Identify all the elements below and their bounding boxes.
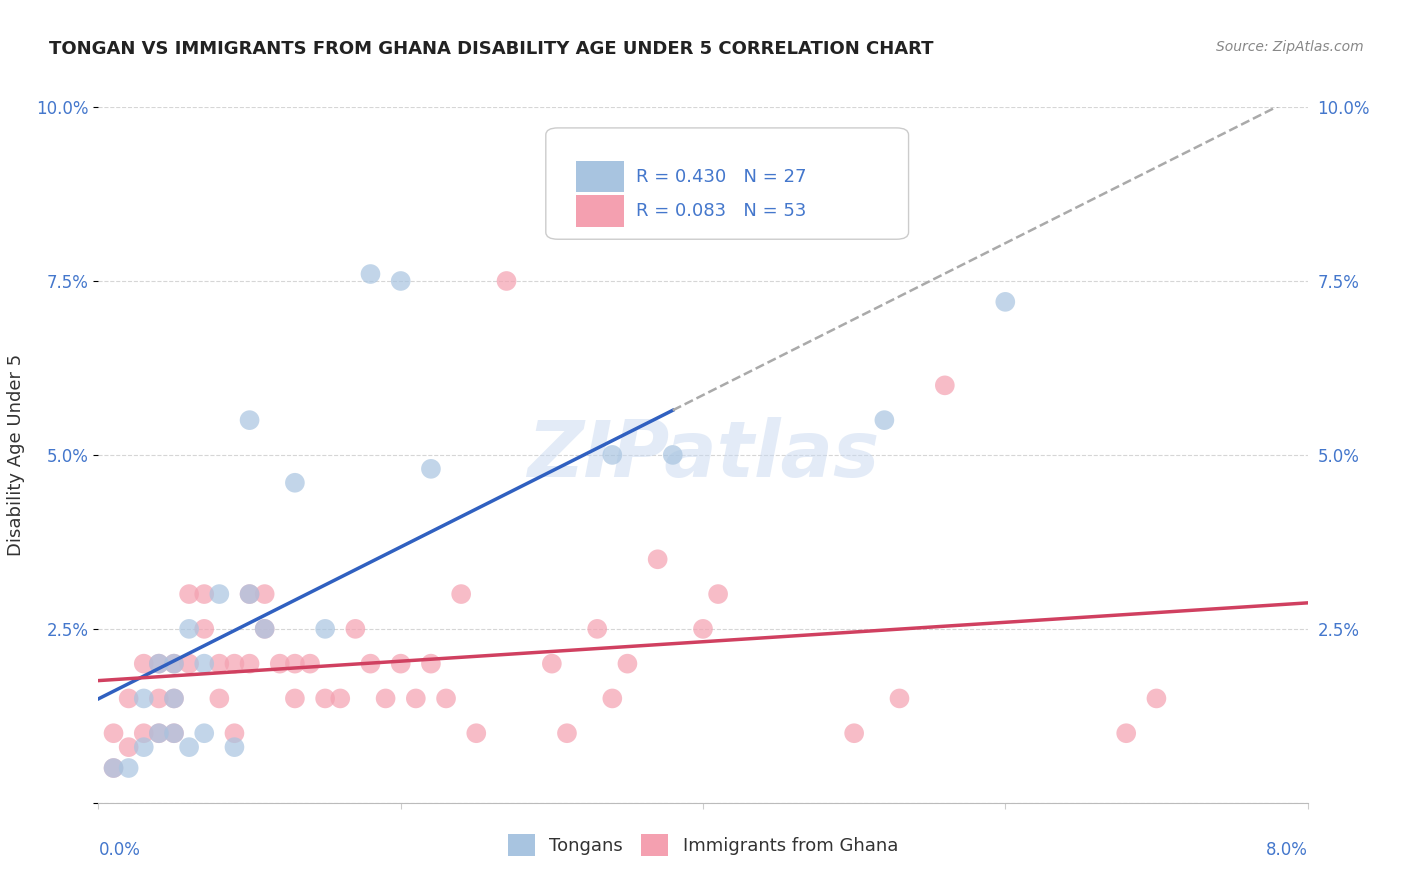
Point: [148, 657, 170, 671]
Point: [239, 413, 262, 427]
FancyBboxPatch shape: [576, 161, 624, 193]
Point: [555, 726, 578, 740]
Point: [132, 740, 155, 755]
Point: [132, 657, 155, 671]
Point: [329, 691, 352, 706]
Point: [389, 274, 412, 288]
Point: [179, 740, 201, 755]
Point: [389, 657, 412, 671]
Point: [873, 413, 896, 427]
Point: [299, 657, 322, 671]
Point: [269, 657, 291, 671]
Point: [163, 726, 186, 740]
Point: [193, 587, 215, 601]
Point: [284, 475, 307, 490]
Point: [420, 657, 443, 671]
Point: [934, 378, 956, 392]
Point: [405, 691, 427, 706]
Point: [434, 691, 457, 706]
Point: [103, 726, 125, 740]
Point: [602, 691, 624, 706]
Text: 8.0%: 8.0%: [1265, 841, 1308, 859]
Legend: Tongans, Immigrants from Ghana: Tongans, Immigrants from Ghana: [501, 827, 905, 863]
Point: [540, 657, 562, 671]
Point: [1146, 691, 1168, 706]
Point: [103, 761, 125, 775]
Point: [1115, 726, 1137, 740]
Point: [148, 691, 170, 706]
Point: [193, 657, 215, 671]
Point: [994, 294, 1017, 309]
Point: [465, 726, 488, 740]
Point: [163, 691, 186, 706]
Point: [163, 726, 186, 740]
Point: [602, 448, 624, 462]
Point: [360, 657, 382, 671]
Point: [239, 587, 262, 601]
Text: Source: ZipAtlas.com: Source: ZipAtlas.com: [1216, 40, 1364, 54]
Point: [193, 622, 215, 636]
Point: [208, 691, 231, 706]
Text: R = 0.430   N = 27: R = 0.430 N = 27: [637, 168, 807, 186]
Point: [647, 552, 669, 566]
Point: [889, 691, 911, 706]
Point: [118, 761, 141, 775]
Point: [193, 726, 215, 740]
Point: [224, 657, 246, 671]
Point: [495, 274, 517, 288]
Point: [253, 587, 276, 601]
Point: [132, 726, 155, 740]
Point: [163, 657, 186, 671]
Text: TONGAN VS IMMIGRANTS FROM GHANA DISABILITY AGE UNDER 5 CORRELATION CHART: TONGAN VS IMMIGRANTS FROM GHANA DISABILI…: [49, 40, 934, 58]
Point: [586, 622, 609, 636]
Point: [163, 691, 186, 706]
Y-axis label: Disability Age Under 5: Disability Age Under 5: [7, 354, 25, 556]
Point: [374, 691, 396, 706]
Point: [163, 657, 186, 671]
Point: [239, 657, 262, 671]
Point: [208, 657, 231, 671]
Point: [148, 657, 170, 671]
Point: [239, 587, 262, 601]
Point: [344, 622, 367, 636]
FancyBboxPatch shape: [546, 128, 908, 239]
Point: [118, 740, 141, 755]
FancyBboxPatch shape: [576, 195, 624, 227]
Point: [450, 587, 472, 601]
Point: [253, 622, 276, 636]
Point: [314, 691, 336, 706]
Point: [692, 622, 714, 636]
Point: [224, 740, 246, 755]
Point: [360, 267, 382, 281]
Point: [420, 462, 443, 476]
Point: [179, 587, 201, 601]
Point: [844, 726, 866, 740]
Point: [224, 726, 246, 740]
Point: [284, 657, 307, 671]
Point: [179, 657, 201, 671]
Text: ZIPatlas: ZIPatlas: [527, 417, 879, 493]
Point: [118, 691, 141, 706]
Point: [661, 448, 683, 462]
Point: [253, 622, 276, 636]
Point: [314, 622, 336, 636]
Point: [616, 657, 638, 671]
Point: [103, 761, 125, 775]
Point: [707, 587, 730, 601]
Point: [208, 587, 231, 601]
Point: [132, 691, 155, 706]
Text: 0.0%: 0.0%: [98, 841, 141, 859]
Point: [148, 726, 170, 740]
Point: [284, 691, 307, 706]
Point: [148, 726, 170, 740]
Text: R = 0.083   N = 53: R = 0.083 N = 53: [637, 202, 807, 219]
Point: [179, 622, 201, 636]
